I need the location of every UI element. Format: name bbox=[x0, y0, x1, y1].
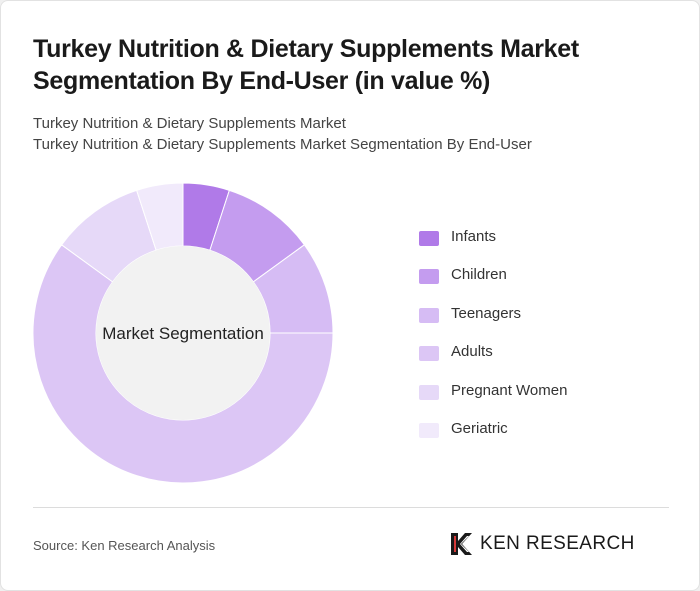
legend-swatch-children bbox=[419, 269, 439, 285]
footer-divider bbox=[33, 507, 669, 508]
legend-item-infants: Infants bbox=[419, 227, 659, 247]
legend-swatch-teenagers bbox=[419, 307, 439, 323]
legend-label-teenagers: Teenagers bbox=[451, 304, 522, 322]
legend-label-infants: Infants bbox=[451, 228, 497, 245]
legend-swatch-adults bbox=[419, 346, 439, 362]
chart-title: Turkey Nutrition & Dietary Supplements M… bbox=[33, 35, 579, 95]
chart-subtitle-market: Turkey Nutrition & Dietary Supplements M… bbox=[33, 115, 346, 132]
chart-subtitle-segmentation: Turkey Nutrition & Dietary Supplements M… bbox=[33, 136, 532, 153]
legend-swatch-geriatric bbox=[419, 423, 439, 438]
legend-swatch-pregnant-women bbox=[419, 384, 439, 400]
legend-label-pregnant-women: Pregnant Women bbox=[451, 381, 568, 399]
legend-label-geriatric: Geriatric bbox=[451, 420, 508, 437]
legend-item-teenagers: Teenagers bbox=[419, 304, 659, 324]
legend-swatch-infants bbox=[419, 231, 439, 246]
legend-item-pregnant-women: Pregnant Women bbox=[419, 381, 659, 401]
ken-research-logo-mark-icon bbox=[451, 533, 472, 555]
legend-label-children: Children bbox=[451, 266, 507, 284]
ken-research-logo: KEN RESEARCH bbox=[448, 532, 673, 556]
legend-item-adults: Adults bbox=[419, 342, 659, 362]
donut-center-label: Market Segmentation bbox=[102, 324, 264, 343]
source-note: Source: Ken Research Analysis bbox=[33, 538, 216, 553]
donut-center-hole bbox=[96, 246, 270, 420]
donut-chart: Market Segmentation bbox=[32, 182, 334, 484]
legend-item-children: Children bbox=[419, 265, 659, 285]
legend-item-geriatric: Geriatric bbox=[419, 419, 659, 439]
ken-research-logo-text: KEN RESEARCH bbox=[480, 533, 635, 554]
legend-label-adults: Adults bbox=[451, 343, 493, 361]
